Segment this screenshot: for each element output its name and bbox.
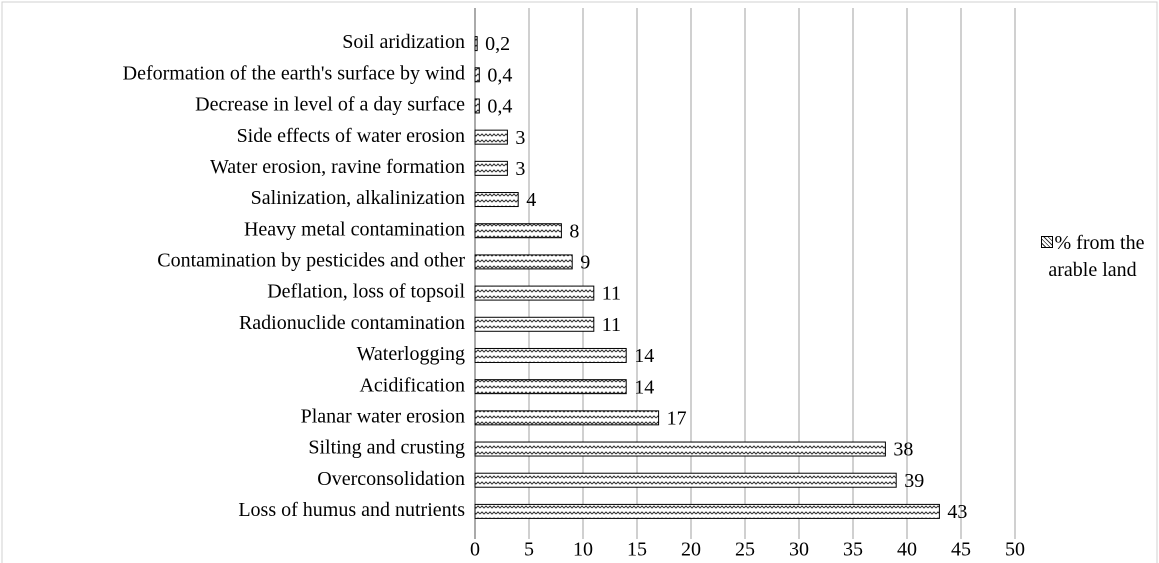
bar bbox=[474, 410, 660, 426]
y-tick-label: Soil aridization bbox=[342, 31, 465, 53]
x-tick-label: 5 bbox=[524, 539, 534, 561]
x-tick-label: 10 bbox=[573, 539, 593, 561]
legend-swatch bbox=[1040, 236, 1053, 248]
value-label: 0,4 bbox=[487, 64, 512, 86]
bar bbox=[474, 254, 573, 270]
y-tick-label: Deflation, loss of topsoil bbox=[267, 281, 465, 303]
bar bbox=[474, 160, 508, 176]
value-label: 0,2 bbox=[485, 33, 510, 55]
value-label: 43 bbox=[947, 501, 967, 523]
y-tick-label: Planar water erosion bbox=[301, 405, 465, 427]
y-tick-label: Deformation of the earth's surface by wi… bbox=[123, 62, 465, 84]
value-label: 8 bbox=[569, 220, 579, 242]
x-tick-label: 50 bbox=[1005, 539, 1025, 561]
y-tick-label: Acidification bbox=[359, 374, 465, 396]
bar bbox=[474, 472, 897, 488]
legend: % from the arable land bbox=[1030, 230, 1155, 284]
bar bbox=[474, 347, 627, 363]
x-tick-label: 45 bbox=[951, 539, 971, 561]
value-label: 38 bbox=[893, 439, 913, 461]
value-label: 17 bbox=[667, 407, 687, 429]
x-tick-label: 30 bbox=[789, 539, 809, 561]
bar bbox=[474, 129, 508, 145]
bar bbox=[474, 285, 595, 301]
y-tick-label: Overconsolidation bbox=[317, 468, 465, 490]
value-label: 0,4 bbox=[487, 96, 512, 118]
bar bbox=[474, 36, 478, 52]
x-tick-label: 20 bbox=[681, 539, 701, 561]
y-tick-label: Loss of humus and nutrients bbox=[238, 499, 465, 521]
bar bbox=[474, 223, 562, 239]
y-tick-label: Salinization, alkalinization bbox=[251, 187, 465, 209]
value-label: 4 bbox=[526, 189, 536, 211]
y-tick-label: Waterlogging bbox=[357, 343, 465, 365]
x-tick-label: 35 bbox=[843, 539, 863, 561]
value-label: 9 bbox=[580, 252, 590, 274]
x-tick-label: 15 bbox=[627, 539, 647, 561]
value-label: 14 bbox=[634, 376, 654, 398]
y-tick-label: Decrease in level of a day surface bbox=[195, 94, 465, 116]
y-tick-label: Contamination by pesticides and other bbox=[157, 250, 465, 272]
legend-label: % from the arable land bbox=[1048, 232, 1145, 281]
bar bbox=[474, 98, 480, 114]
y-tick-label: Silting and crusting bbox=[308, 437, 465, 459]
value-label: 11 bbox=[602, 283, 621, 305]
bar bbox=[474, 192, 519, 208]
value-label: 14 bbox=[634, 345, 654, 367]
x-tick-label: 40 bbox=[897, 539, 917, 561]
value-label: 11 bbox=[602, 314, 621, 336]
x-tick-label: 0 bbox=[470, 539, 480, 561]
bar bbox=[474, 503, 940, 519]
y-tick-label: Radionuclide contamination bbox=[239, 312, 465, 334]
bar bbox=[474, 379, 627, 395]
bar bbox=[474, 67, 480, 83]
y-tick-label: Heavy metal contamination bbox=[244, 218, 465, 240]
bar bbox=[474, 441, 886, 457]
x-tick-label: 25 bbox=[735, 539, 755, 561]
y-tick-label: Water erosion, ravine formation bbox=[210, 156, 465, 178]
y-tick-label: Side effects of water erosion bbox=[237, 125, 465, 147]
value-label: 3 bbox=[515, 158, 525, 180]
value-label: 3 bbox=[515, 127, 525, 149]
value-label: 39 bbox=[904, 470, 924, 492]
bar bbox=[474, 316, 595, 332]
